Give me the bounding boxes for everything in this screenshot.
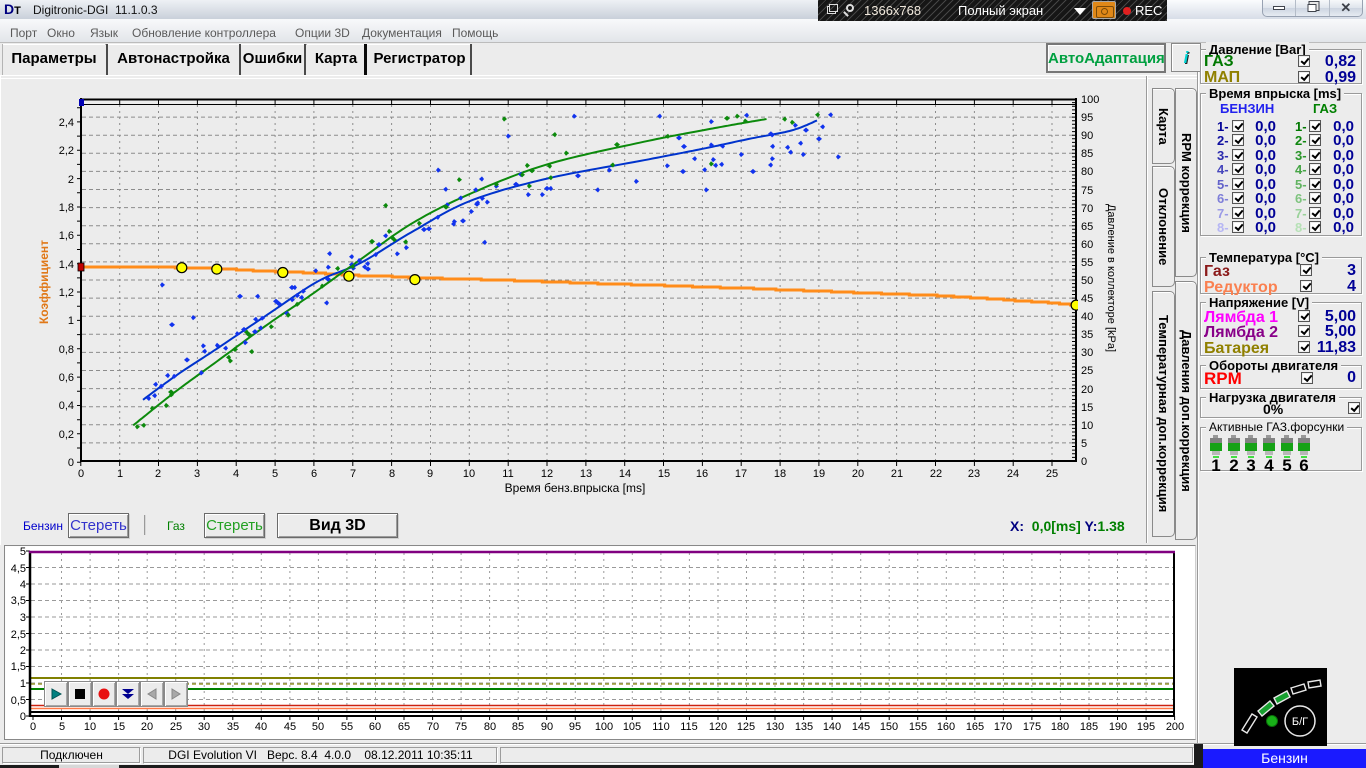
svg-text:Б/Г: Б/Г [1292, 716, 1308, 728]
